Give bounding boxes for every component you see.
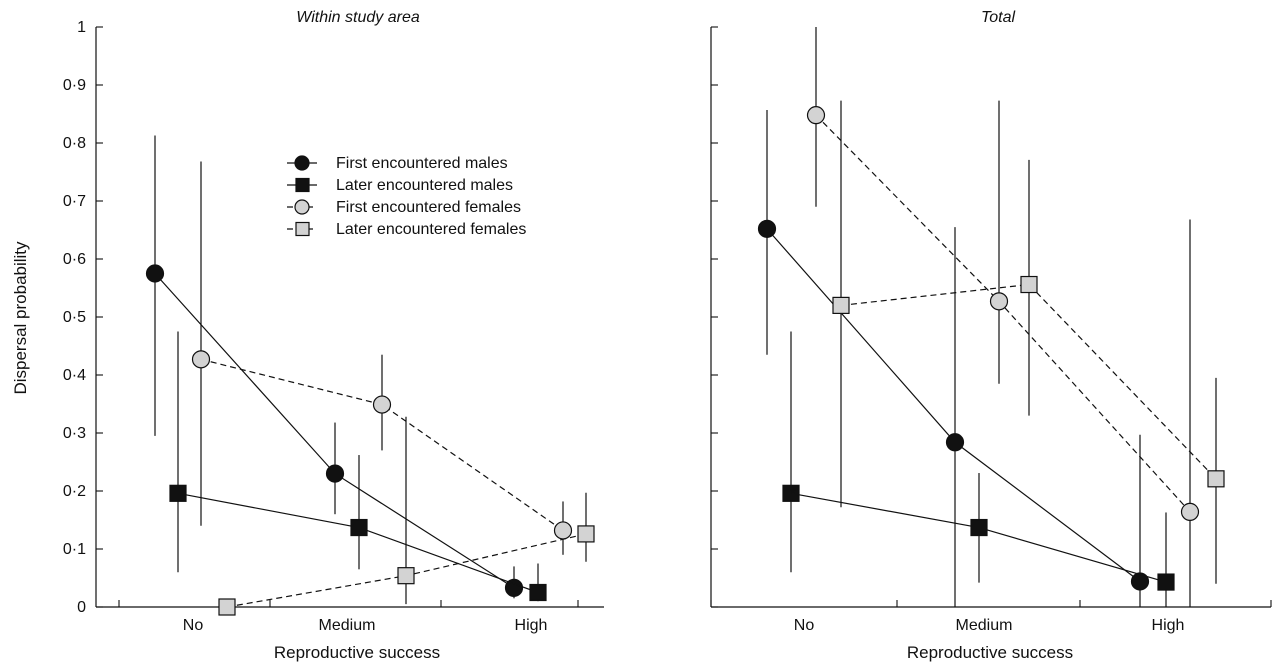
panel-total: Total No Medium High Reproductive success *: [710, 9, 1272, 662]
y-tick-label: 0·8: [63, 135, 86, 152]
data-point: [1020, 275, 1038, 294]
y-tick-label: 0·2: [63, 483, 86, 500]
data-point: [970, 518, 988, 537]
data-point: [989, 292, 1009, 311]
data-point: [1130, 572, 1150, 591]
x-tick-label: Medium: [319, 617, 376, 634]
x-axis-title: Reproductive success: [274, 643, 440, 662]
y-tick-label: 0·4: [63, 367, 86, 384]
data-point: [782, 484, 800, 502]
legend-label: Later encountered males: [336, 177, 513, 194]
data-point: [757, 219, 777, 238]
data-point: [577, 525, 595, 543]
series-later-encountered-females: [218, 416, 595, 616]
x-tick-label: No: [183, 617, 204, 634]
data-point: [372, 395, 392, 414]
series-first-encountered-males: [757, 109, 1150, 607]
x-axis-title: Reproductive success: [907, 643, 1073, 662]
data-point: [191, 350, 211, 369]
data-point: [504, 578, 524, 597]
data-point: [1157, 573, 1175, 591]
data-point: [325, 464, 345, 483]
data-point: [397, 567, 415, 585]
legend-marker: [295, 177, 310, 193]
legend-label: First encountered males: [336, 155, 508, 172]
legend: First encountered males Later encountered…: [287, 155, 526, 238]
series-line: [766, 228, 1141, 582]
series-first-encountered-females: [806, 27, 1200, 607]
series-line: [840, 283, 1217, 480]
data-point: [350, 518, 368, 537]
data-point: [553, 521, 573, 540]
series-line: [177, 492, 539, 594]
significance-annotation: *: [790, 486, 796, 503]
data-point: [1180, 502, 1200, 521]
series-first-encountered-females: [191, 161, 573, 555]
series-later-encountered-males: [782, 331, 1175, 607]
legend-label: First encountered females: [336, 199, 521, 216]
panel-within-study-area: Within study area 0 0·1 0·2 0·3 0·4 0·5 0·6 0·7 0…: [63, 9, 604, 662]
legend-marker: [294, 155, 310, 171]
series-later-encountered-males: [169, 331, 547, 602]
y-tick-label: 0: [77, 599, 86, 616]
y-tick-label: 0·9: [63, 77, 86, 94]
data-point: [529, 583, 547, 602]
series-line: [200, 358, 564, 531]
y-tick-label: 0·5: [63, 309, 86, 326]
data-point: [806, 106, 826, 125]
y-tick-label: 0·3: [63, 425, 86, 442]
y-tick-label: 0·6: [63, 251, 86, 268]
series-first-encountered-males: [145, 135, 524, 599]
data-point: [218, 598, 236, 616]
data-point: [145, 264, 165, 283]
series-later-encountered-females: [832, 100, 1225, 584]
y-tick-label: 0·7: [63, 193, 86, 210]
y-tick-label: 1: [77, 19, 86, 36]
left-y-axis-title: Dispersal probability: [11, 241, 30, 395]
panel-title: Within study area: [296, 9, 420, 26]
y-tick-label: 0·1: [63, 541, 86, 558]
series-line: [815, 114, 1191, 513]
x-tick-label: High: [515, 617, 548, 634]
data-point: [832, 296, 850, 314]
x-tick-label: No: [794, 617, 815, 634]
legend-marker: [294, 199, 310, 215]
data-point: [1207, 470, 1225, 488]
data-point: [945, 433, 965, 452]
x-tick-label: High: [1152, 617, 1185, 634]
x-tick-label: Medium: [956, 617, 1013, 634]
data-point: [169, 484, 187, 502]
legend-marker: [295, 221, 310, 237]
panel-title: Total: [981, 9, 1016, 26]
legend-label: Later encountered females: [336, 221, 526, 238]
